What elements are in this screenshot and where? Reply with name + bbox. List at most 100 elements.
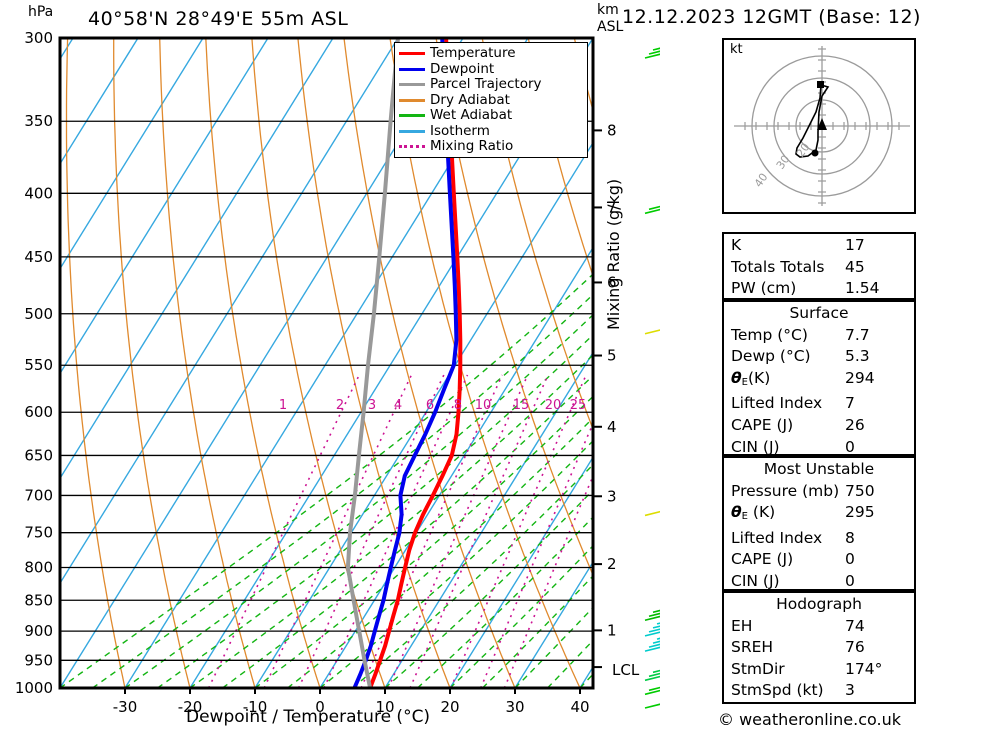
series-parcel-trajectory: [345, 38, 400, 688]
pressure-tick-label: 700: [24, 486, 53, 504]
legend-item-isotherm: Isotherm: [395, 124, 587, 140]
index-row: Lifted Index 8: [724, 528, 914, 550]
hodograph-unit-label: kt: [730, 42, 743, 57]
temperature-tick-label: -10: [243, 698, 268, 716]
height-unit-label-km: km: [597, 2, 619, 18]
index-row: Pressure (mb) 750: [724, 481, 914, 503]
index-key: Temp (°C): [731, 325, 808, 344]
pressure-tick-label: 550: [24, 356, 53, 374]
index-row: θE(K) 294: [724, 368, 914, 394]
wind-barb: [644, 669, 660, 682]
legend-label: Dewpoint: [430, 60, 495, 77]
pressure-unit-label: hPa: [28, 4, 54, 20]
index-key: CAPE (J): [731, 415, 794, 434]
height-tick-label: 8: [607, 121, 617, 139]
index-value: 0: [845, 437, 855, 456]
index-value: 174°: [845, 659, 883, 678]
height-tick-label: 5: [607, 347, 617, 365]
mixing-ratio-label: 20: [545, 398, 562, 413]
hodograph-ring-label: 40: [752, 171, 771, 190]
index-key: Lifted Index: [731, 394, 823, 413]
height-tick-label: 3: [607, 487, 617, 505]
temperature-tick-label: 40: [570, 698, 589, 716]
legend-item-parcel-trajectory: Parcel Trajectory: [395, 77, 587, 93]
index-row: CIN (J) 0: [724, 571, 914, 593]
index-row: CAPE (J) 26: [724, 415, 914, 437]
index-key: EH: [731, 616, 753, 635]
legend-swatch: [399, 67, 425, 71]
wind-barb: [644, 637, 660, 652]
temperature-tick-label: 20: [440, 698, 459, 716]
mixing-ratio-label: 10: [475, 398, 492, 413]
index-key: θE (K): [731, 503, 776, 523]
temperature-tick-label: -20: [178, 698, 203, 716]
pressure-tick-label: 1000: [15, 679, 53, 697]
legend-label: Temperature: [430, 45, 516, 61]
index-value: 76: [845, 638, 865, 657]
indices-top-panel: K 17 Totals Totals 45 PW (cm) 1.54: [722, 232, 916, 300]
index-row: CIN (J) 0: [724, 437, 914, 459]
legend-label: Isotherm: [430, 122, 490, 139]
most-unstable-heading: Most Unstable: [763, 460, 875, 478]
mixing-ratio-label: 25: [570, 398, 587, 413]
hodograph-panel[interactable]: 20 30 40 kt: [722, 38, 916, 214]
temperature-tick-label: 0: [315, 698, 325, 716]
index-value: 3: [845, 681, 855, 700]
pressure-tick-label: 850: [24, 591, 53, 609]
legend-item-wet-adiabat: Wet Adiabat: [395, 108, 587, 124]
index-row: StmDir 174°: [724, 659, 914, 681]
index-value: 750: [845, 481, 875, 500]
index-row: Lifted Index 7: [724, 393, 914, 415]
index-row: EH 74: [724, 616, 914, 638]
index-value: 0: [845, 571, 855, 590]
index-key: Lifted Index: [731, 528, 823, 547]
x-axis-label: Dewpoint / Temperature (°C): [186, 707, 431, 727]
index-key: CIN (J): [731, 571, 780, 590]
wind-barb: [644, 703, 660, 709]
wind-barb: [644, 609, 660, 622]
index-value: 74: [845, 616, 865, 635]
index-row: Totals Totals 45: [724, 257, 914, 279]
index-key: PW (cm): [731, 279, 797, 298]
series-temperature: [368, 38, 463, 688]
temperature-tick-label: 30: [505, 698, 524, 716]
pressure-tick-label: 450: [24, 248, 53, 266]
legend-label: Mixing Ratio: [430, 138, 514, 154]
index-value: 45: [845, 257, 865, 276]
pressure-tick-label: 800: [24, 559, 53, 577]
index-row: StmSpd (kt) 3: [724, 680, 914, 702]
index-key: StmSpd (kt): [731, 681, 824, 700]
surface-panel: Surface Temp (°C) 7.7 Dewp (°C) 5.3 θE(K) 294…: [722, 300, 916, 456]
index-key: SREH: [731, 638, 774, 657]
height-tick-label: 1: [607, 621, 617, 639]
height-tick-label: 6: [607, 273, 617, 291]
index-key: Totals Totals: [731, 257, 825, 276]
index-row: θE (K) 295: [724, 502, 914, 528]
wind-barb: [644, 205, 660, 215]
pressure-tick-label: 950: [24, 651, 53, 669]
index-row: SREH 76: [724, 637, 914, 659]
copyright-label: © weatheronline.co.uk: [718, 710, 901, 729]
height-tick-label: 4: [607, 418, 617, 436]
index-value: 17: [845, 236, 865, 254]
index-row: K 17: [724, 235, 914, 257]
wind-barb: [644, 686, 660, 696]
legend-label: Dry Adiabat: [430, 91, 510, 108]
pressure-tick-label: 900: [24, 622, 53, 640]
hodograph-stats-heading: Hodograph: [776, 595, 862, 613]
page-title: 40°58'N 28°49'E 55m ASL: [88, 8, 349, 30]
index-key: Dewp (°C): [731, 347, 811, 366]
height-tick-label: 2: [607, 555, 617, 573]
legend-swatch: [399, 98, 425, 102]
pressure-tick-label: 750: [24, 524, 53, 542]
mixing-ratio-label: 6: [426, 398, 434, 413]
legend-swatch: [399, 145, 425, 149]
index-value: 1.54: [845, 279, 880, 298]
legend-label: Wet Adiabat: [430, 107, 513, 123]
index-value: 7: [845, 394, 855, 413]
mixing-ratio-label: 15: [513, 398, 530, 413]
mixing-ratio-axis-label: Mixing Ratio (g/kg): [604, 178, 623, 330]
index-key: K: [731, 236, 742, 254]
mixing-ratio-label: 3: [368, 398, 376, 413]
